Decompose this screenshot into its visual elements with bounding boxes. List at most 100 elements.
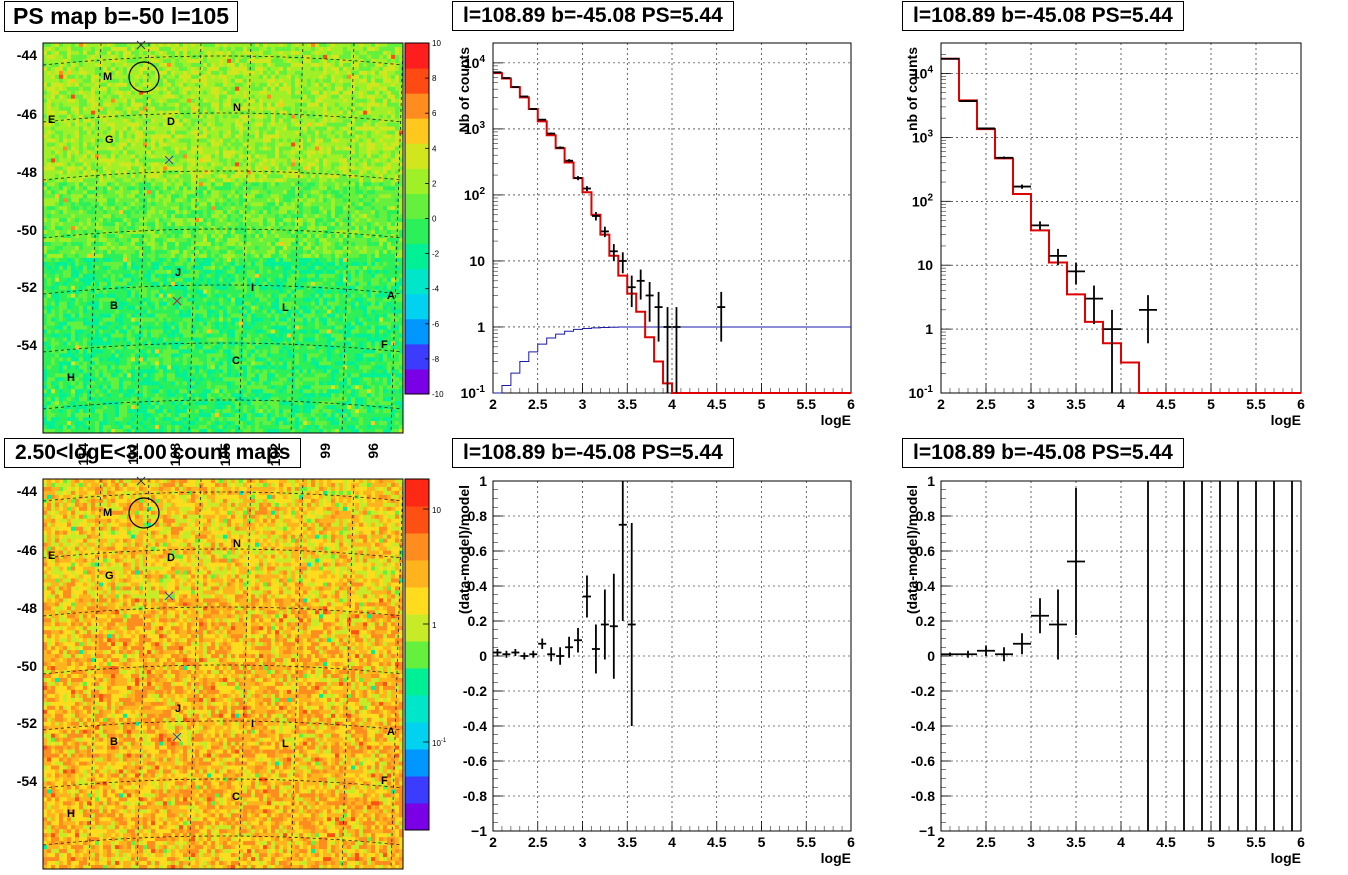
- map-cell: [91, 405, 96, 410]
- map-cell: [235, 413, 240, 418]
- map-cell: [223, 78, 228, 84]
- map-cell: [239, 226, 244, 231]
- map-cell: [47, 242, 52, 247]
- map-cell: [171, 210, 176, 215]
- map-cell: [215, 389, 220, 394]
- map-cell: [111, 417, 116, 422]
- map-cell: [99, 353, 104, 358]
- map-cell: [139, 166, 144, 171]
- map-cell: [79, 329, 84, 334]
- map-cell: [143, 130, 148, 135]
- map-cell: [51, 122, 56, 127]
- map-cell: [47, 158, 52, 163]
- map-cell: [127, 194, 132, 199]
- map-cell: [103, 74, 108, 80]
- map-cell: [159, 70, 164, 76]
- map-cell: [67, 373, 72, 378]
- map-cell: [167, 214, 172, 219]
- map-cell: [43, 138, 48, 143]
- map-cell: [67, 238, 72, 243]
- map-cell: [95, 90, 100, 96]
- map-cell: [135, 51, 140, 56]
- map-cell: [227, 377, 232, 382]
- map-cell: [191, 337, 196, 342]
- map-cell: [183, 126, 188, 131]
- map-cell: [175, 166, 180, 171]
- map-cell: [111, 421, 116, 426]
- map-cell: [47, 401, 52, 406]
- map-cell: [163, 377, 168, 382]
- map-cell: [243, 162, 248, 167]
- map-cell: [79, 146, 84, 151]
- map-cell: [199, 51, 204, 56]
- map-cell: [59, 365, 64, 370]
- map-cell: [95, 305, 100, 310]
- map-cell: [91, 249, 96, 255]
- map-cell: [135, 166, 140, 171]
- map-cell: [59, 218, 64, 223]
- map-cell: [115, 365, 120, 370]
- map-cell: [147, 389, 152, 394]
- map-cell: [243, 393, 248, 398]
- map-cell: [223, 230, 228, 235]
- map-cell: [223, 102, 228, 107]
- map-cell: [111, 66, 116, 72]
- map-cell: [83, 150, 88, 155]
- map-cell: [219, 186, 224, 191]
- map-cell: [123, 126, 128, 131]
- map-cell: [155, 337, 160, 342]
- map-cell: [47, 114, 52, 119]
- map-cell: [87, 409, 92, 414]
- map-cell: [223, 357, 228, 362]
- map-cell: [83, 257, 88, 263]
- map-cell: [199, 253, 204, 259]
- map-cell: [91, 385, 96, 390]
- map-cell: [119, 142, 124, 147]
- map-cell: [171, 214, 176, 219]
- map-cell: [43, 281, 48, 287]
- map-cell: [215, 265, 220, 271]
- map-cell: [195, 357, 200, 362]
- map-cell: [191, 285, 196, 291]
- map-cell: [59, 353, 64, 358]
- map-cell: [47, 178, 52, 183]
- map-cell: [143, 190, 148, 195]
- map-cell: [159, 82, 164, 88]
- map-cell: [211, 365, 216, 370]
- map-cell: [103, 421, 108, 426]
- map-cell: [63, 47, 68, 52]
- map-cell: [99, 277, 104, 283]
- map-cell: [131, 301, 136, 306]
- map-cell: [215, 377, 220, 382]
- map-cell: [115, 130, 120, 135]
- map-cell: [123, 242, 128, 247]
- map-cell: [67, 333, 72, 338]
- map-cell: [123, 62, 128, 68]
- map-cell: [179, 429, 184, 434]
- map-cell: [195, 377, 200, 382]
- map-cell: [243, 405, 248, 410]
- map-cell: [187, 86, 192, 92]
- map-cell: [183, 166, 188, 171]
- map-cell: [139, 51, 144, 56]
- map-cell: [67, 365, 72, 370]
- map-cell: [63, 242, 68, 247]
- map-cell: [119, 397, 124, 402]
- map-cell: [71, 182, 76, 187]
- map-cell: [179, 114, 184, 119]
- map-cell: [151, 186, 156, 191]
- map-cell: [83, 246, 88, 251]
- map-cell: [63, 138, 68, 143]
- map-cell: [55, 397, 60, 402]
- map-cell: [211, 249, 216, 255]
- map-cell: [51, 186, 56, 191]
- map-cell: [223, 385, 228, 390]
- map-cell: [143, 78, 148, 84]
- map-cell: [119, 417, 124, 422]
- map-cell: [51, 389, 56, 394]
- map-cell: [223, 401, 228, 406]
- map-cell: [103, 429, 108, 434]
- map-cell: [211, 349, 216, 354]
- map-cell: [59, 277, 64, 283]
- map-cell: [227, 202, 232, 207]
